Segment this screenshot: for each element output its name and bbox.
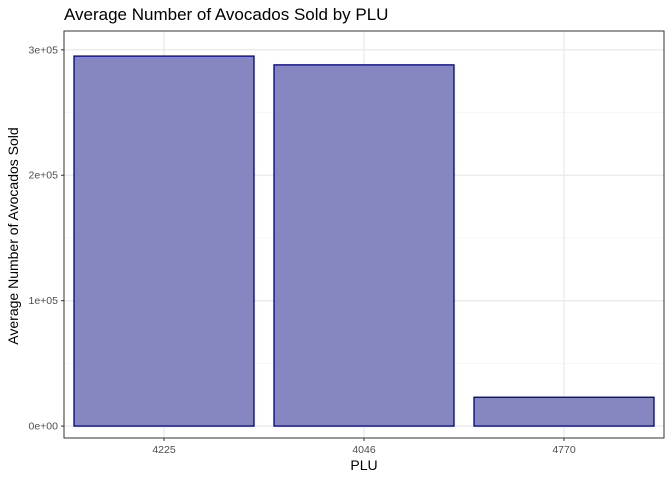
bar-4225 (73, 55, 255, 427)
y-axis: 0e+00 1e+05 2e+05 3e+05 (29, 44, 64, 433)
y-tick-label: 2e+05 (29, 170, 59, 182)
x-axis-title: PLU (350, 457, 377, 473)
y-tick-label: 3e+05 (29, 44, 59, 56)
bars (73, 55, 655, 427)
y-axis-title: Average Number of Avocados Sold (5, 127, 21, 344)
chart-title: Average Number of Avocados Sold by PLU (64, 5, 388, 24)
bar-4770 (473, 396, 655, 427)
x-tick-label: 4046 (352, 444, 376, 456)
y-tick-label: 1e+05 (29, 295, 59, 307)
plot-area (63, 30, 665, 439)
x-axis: 4225 4046 4770 (152, 438, 576, 456)
x-tick-label: 4770 (552, 444, 576, 456)
x-tick-label: 4225 (152, 444, 176, 456)
bar-4046 (273, 64, 455, 427)
y-tick-label: 0e+00 (29, 421, 59, 433)
